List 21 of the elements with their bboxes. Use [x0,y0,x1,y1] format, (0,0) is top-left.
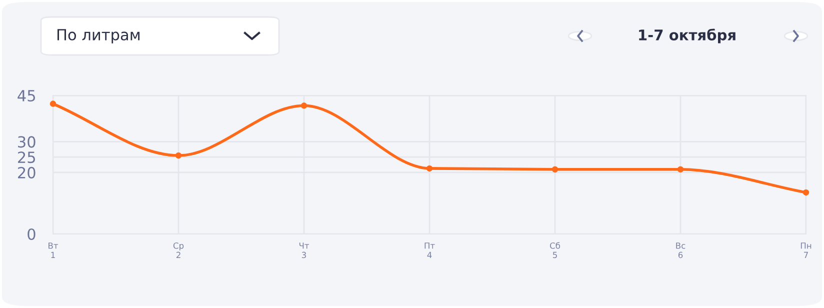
text: 1-7 октября [639,28,736,44]
text: По литрам [58,29,140,44]
y-tick-label: 20 [18,166,36,178]
y-tick-label: 0 [28,228,36,240]
x-tick-label: Ср 2 [173,242,184,258]
point [426,165,433,172]
point [677,166,684,172]
y-tick-label: 45 [18,90,35,102]
x-tick-label: Чт 3 [299,242,310,258]
y-tick-label: 25 [18,152,35,164]
x-tick-label: Пт 4 [424,242,435,258]
point [802,189,810,196]
x-tick-label: Сб 5 [550,242,560,258]
point [50,100,56,107]
point [552,166,558,172]
x-tick-label: Вс 6 [676,242,686,258]
x-tick-label: Пн 7 [800,242,812,258]
y-tick-label: 30 [18,136,36,148]
x-tick-label: Вт 1 [48,242,58,258]
point [300,102,308,109]
point [175,152,182,159]
